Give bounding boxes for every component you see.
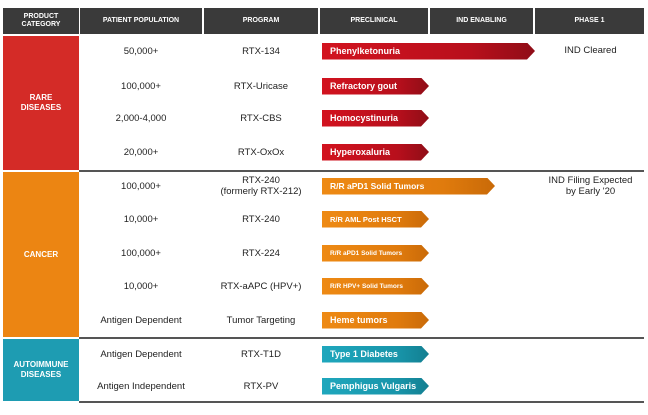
row-population: 100,000+ [121, 80, 161, 92]
row-population: 10,000+ [123, 213, 159, 225]
row-program: RTX-134 [242, 45, 280, 57]
row-phase1-note: IND Cleared [564, 45, 617, 56]
section-divider-bottom [79, 401, 644, 403]
category-rare-diseases: RARE DISEASES [3, 36, 79, 170]
section-divider-cancer [79, 337, 644, 339]
row-program: RTX-OxOx [237, 146, 285, 158]
row-program: RTX-240 [242, 213, 280, 225]
row-progress-bar: Phenylketonuria [322, 43, 535, 60]
row-program: RTX-224 [242, 247, 280, 259]
category-cancer: CANCER [3, 172, 79, 337]
header-phase1: PHASE 1 [535, 8, 644, 34]
header-product-category: PRODUCT CATEGORY [3, 8, 79, 34]
row-progress-bar: Homocystinuria [322, 110, 429, 127]
header-preclinical: PRECLINICAL [320, 8, 428, 34]
header-program: PROGRAM [204, 8, 318, 34]
row-program: RTX-240 (formerly RTX-212) [220, 175, 302, 197]
row-progress-bar: R/R AML Post HSCT [322, 211, 429, 228]
row-program: RTX-T1D [241, 348, 281, 360]
row-program: RTX-Uricase [233, 80, 289, 92]
row-population: 20,000+ [123, 146, 159, 158]
row-population: Antigen Dependent [100, 348, 182, 360]
row-progress-bar: Hyperoxaluria [322, 144, 429, 161]
row-population: 2,000-4,000 [115, 112, 167, 124]
row-population: 100,000+ [121, 180, 161, 192]
row-population: 10,000+ [123, 280, 159, 292]
row-population: 100,000+ [121, 247, 161, 259]
row-progress-bar: R/R HPV+ Solid Tumors [322, 278, 429, 295]
row-population: 50,000+ [123, 45, 159, 57]
row-progress-bar: R/R aPD1 Solid Tumors [322, 178, 495, 195]
category-autoimmune-diseases: AUTOIMMUNE DISEASES [3, 339, 79, 401]
row-progress-bar: Heme tumors [322, 312, 429, 329]
row-program: RTX-PV [243, 380, 279, 392]
row-program: Tumor Targeting [226, 314, 296, 326]
row-progress-bar: Type 1 Diabetes [322, 346, 429, 363]
row-progress-bar: Refractory gout [322, 78, 429, 95]
row-program: RTX-CBS [240, 112, 282, 124]
header-ind-enabling: IND ENABLING [430, 8, 533, 34]
row-program: RTX-aAPC (HPV+) [220, 280, 302, 292]
row-progress-bar: R/R aPD1 Solid Tumors [322, 245, 429, 262]
row-phase1-note: IND Filing Expected by Early '20 [548, 175, 633, 197]
section-divider-rare [79, 170, 644, 172]
row-population: Antigen Dependent [100, 314, 182, 326]
row-progress-bar: Pemphigus Vulgaris [322, 378, 429, 395]
row-population: Antigen Independent [97, 380, 185, 392]
header-patient-population: PATIENT POPULATION [80, 8, 202, 34]
